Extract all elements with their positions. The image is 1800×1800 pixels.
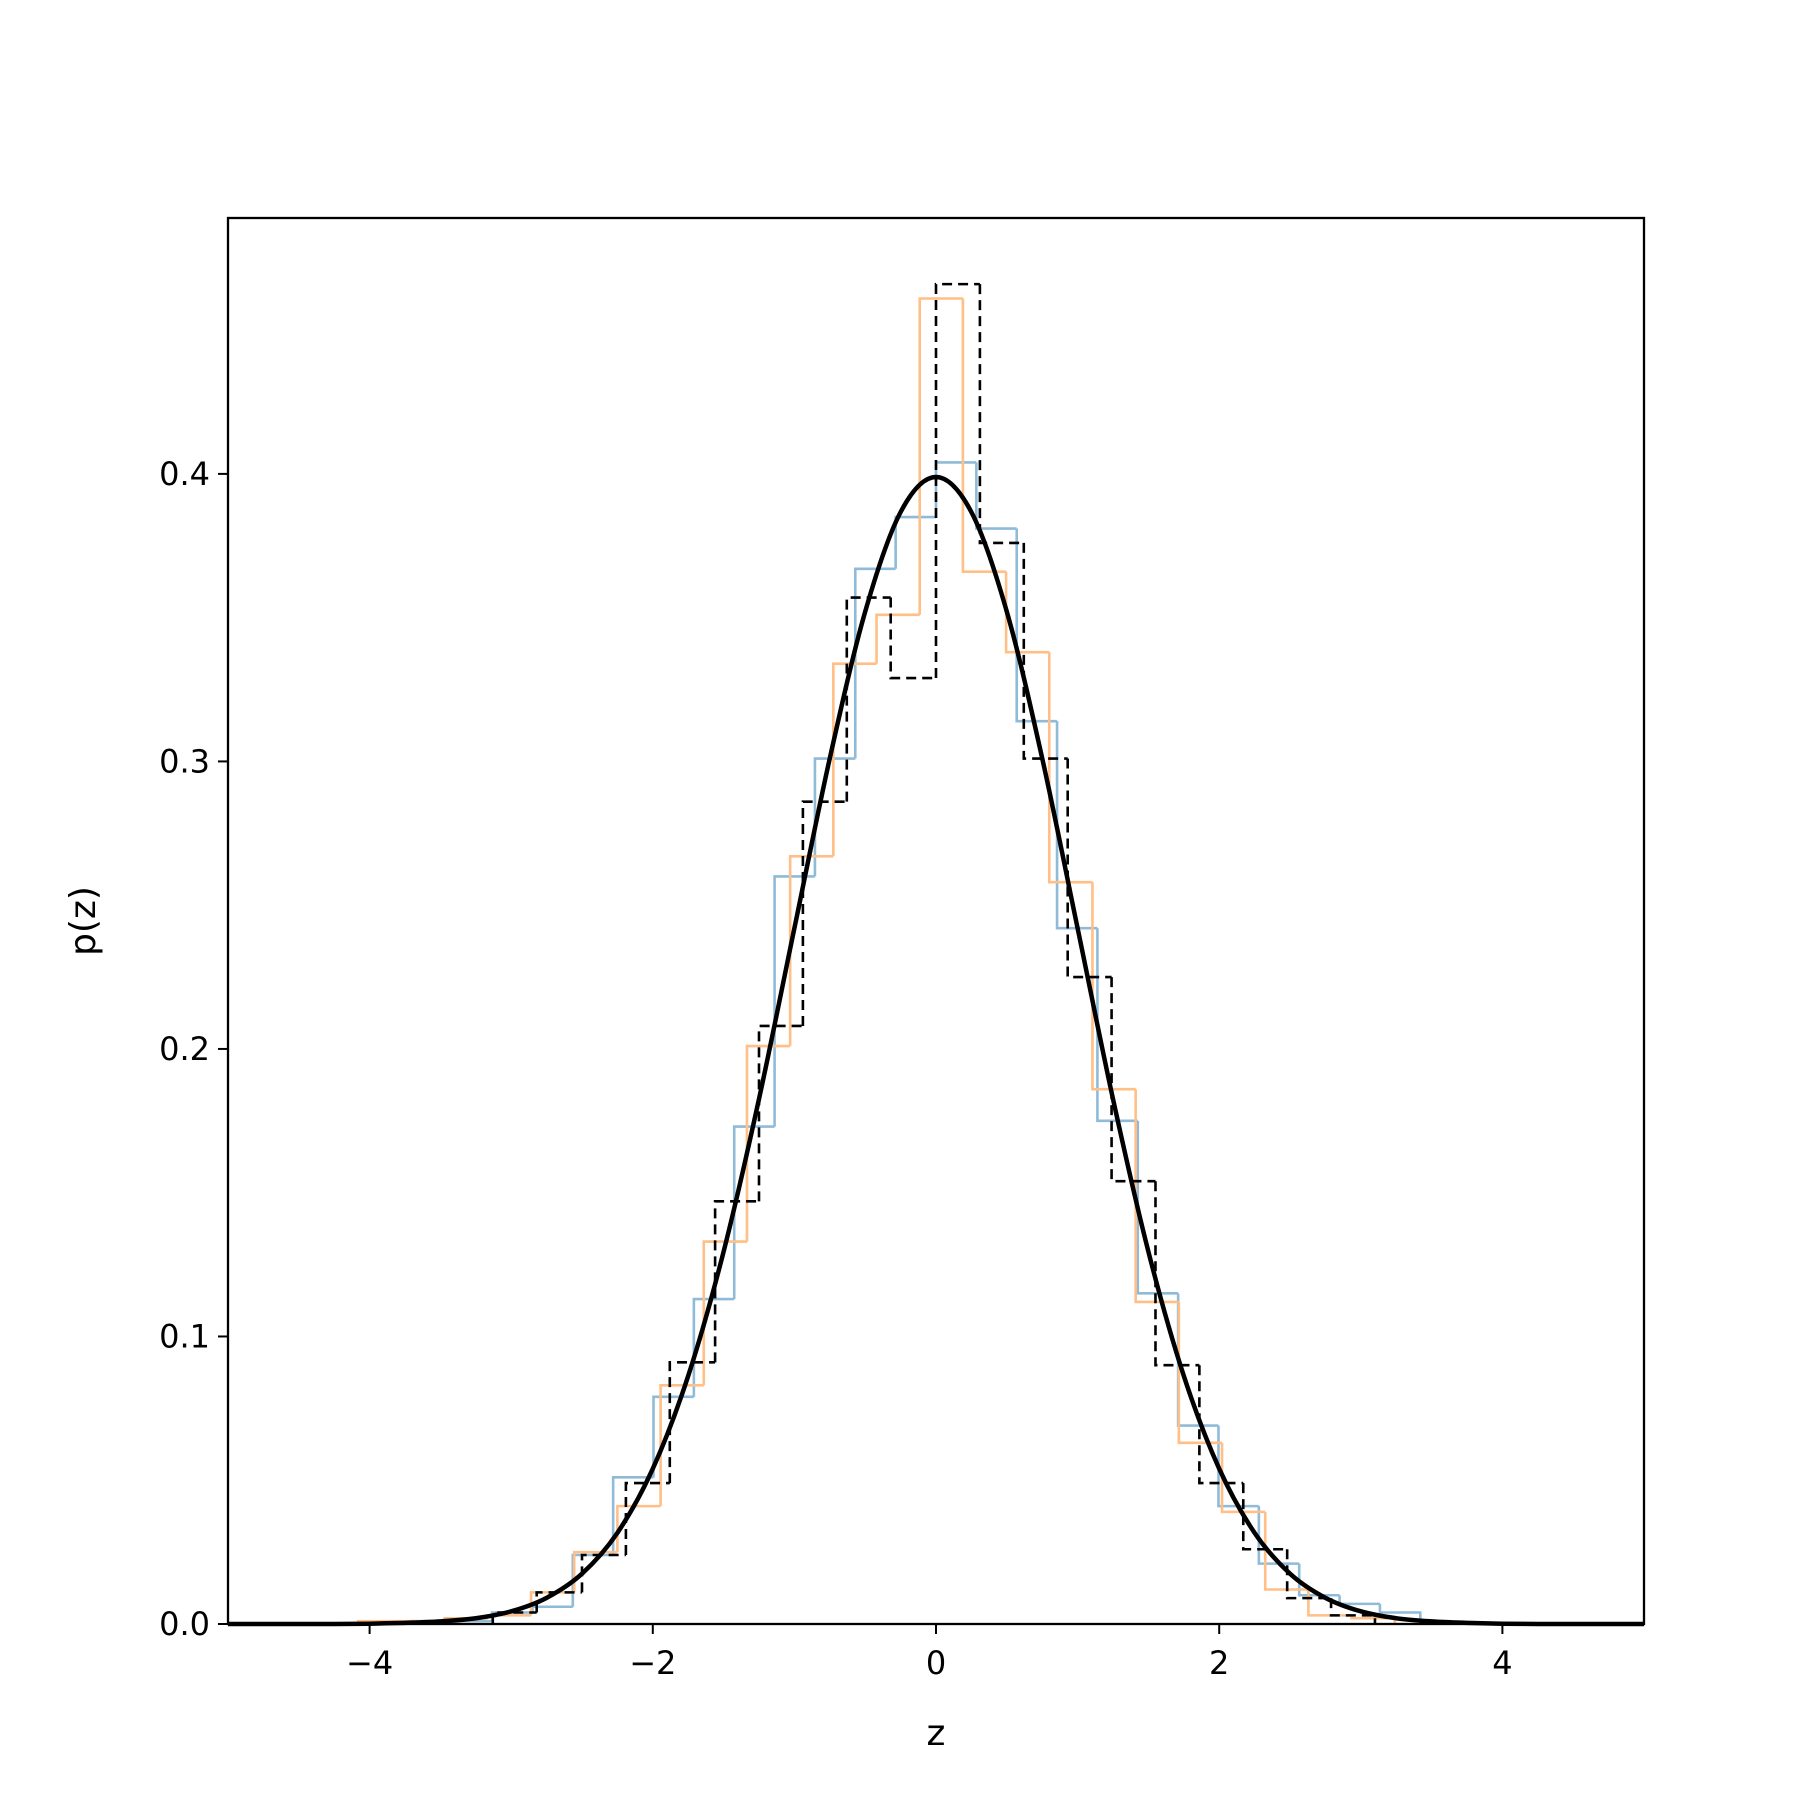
histogram-step (1004, 571, 1050, 654)
histogram-step (889, 597, 936, 680)
histogram-step (1241, 1483, 1288, 1551)
histogram-step (813, 757, 856, 877)
histogram-step (894, 515, 936, 569)
histogram-step (668, 1361, 716, 1484)
histogram-step (1136, 1120, 1179, 1295)
histogram-step (845, 596, 891, 802)
x-axis-label: z (927, 1713, 946, 1754)
histogram-step (801, 800, 847, 1026)
histogram-step (1066, 758, 1112, 979)
histogram-step (961, 298, 1007, 573)
histogram-step (1297, 1563, 1340, 1597)
x-tick-label: 2 (1209, 1644, 1229, 1682)
histogram-step (732, 1125, 775, 1300)
histogram-step (875, 613, 920, 664)
histogram-step (1285, 1549, 1332, 1600)
histogram-step (788, 855, 834, 1047)
histogram-step (978, 284, 1024, 545)
histogram-step (757, 1024, 803, 1202)
histogram-step (1350, 1615, 1397, 1624)
histogram-step (1198, 1365, 1244, 1485)
histogram-step (659, 1384, 704, 1507)
y-tick-label: 0.1 (159, 1317, 210, 1355)
histogram-step (1091, 882, 1136, 1091)
histogram-step (1022, 542, 1068, 760)
histogram-step (1263, 1511, 1309, 1591)
x-tick-label: 4 (1492, 1644, 1512, 1682)
y-tick-label: 0.3 (159, 742, 210, 780)
y-tick-label: 0.2 (159, 1030, 210, 1068)
histogram-step (535, 1591, 582, 1613)
histogram-step (1338, 1595, 1380, 1606)
x-tick-label: −2 (629, 1644, 676, 1682)
y-tick-label: 0.0 (159, 1605, 210, 1643)
histogram-step (713, 1200, 759, 1363)
y-axis-label: p(z) (63, 886, 104, 956)
x-tick-label: −4 (346, 1644, 393, 1682)
histogram-step (1110, 977, 1156, 1183)
histogram-step (1257, 1506, 1300, 1565)
histogram-step (624, 1481, 670, 1555)
histogram-step (1015, 528, 1058, 723)
histogram-step (918, 297, 963, 615)
histogram-step (616, 1504, 661, 1553)
histogram-step (745, 1044, 791, 1242)
x-tick-label: 0 (926, 1644, 946, 1682)
histogram-step (773, 875, 815, 1127)
y-tick-label: 0.4 (159, 455, 210, 493)
histogram-step (611, 1476, 654, 1555)
histogram-step (1220, 1442, 1266, 1514)
histogram-step (531, 1605, 573, 1613)
histogram-step (1055, 721, 1098, 930)
plot-frame (226, 216, 1646, 1626)
histogram-step (1329, 1598, 1377, 1624)
histogram-step (1217, 1425, 1259, 1508)
histogram-step (702, 1240, 747, 1386)
histogram-step (832, 662, 877, 857)
density-curve (228, 474, 1644, 1627)
histogram-step (1047, 652, 1093, 884)
histogram-step (975, 462, 1017, 530)
histogram-step (580, 1553, 626, 1593)
histogram-step (853, 567, 896, 759)
histogram-step (934, 282, 980, 679)
histogram-step (491, 1611, 537, 1624)
histogram-step (1378, 1603, 1422, 1624)
histogram-step (1154, 1181, 1200, 1367)
histogram-step (1134, 1089, 1179, 1304)
histogram-step (1096, 928, 1138, 1123)
